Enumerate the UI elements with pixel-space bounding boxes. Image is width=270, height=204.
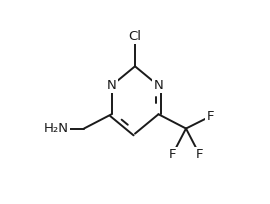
Text: Cl: Cl [129,30,141,43]
Text: F: F [207,110,214,123]
FancyBboxPatch shape [152,79,165,93]
Text: H₂N: H₂N [44,122,69,135]
Text: N: N [154,79,163,92]
Text: F: F [195,147,203,161]
FancyBboxPatch shape [194,147,204,161]
FancyBboxPatch shape [128,30,142,44]
Text: N: N [107,79,116,92]
FancyBboxPatch shape [168,147,178,161]
Text: F: F [169,147,177,161]
FancyBboxPatch shape [205,110,215,123]
FancyBboxPatch shape [105,79,118,93]
FancyBboxPatch shape [43,121,70,136]
